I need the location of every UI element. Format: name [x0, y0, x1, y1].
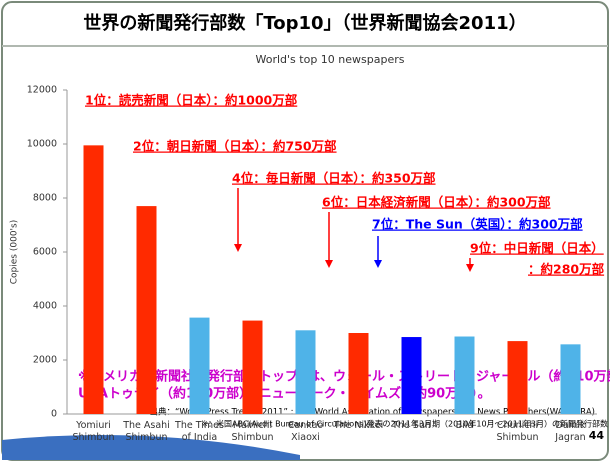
page-number: 44: [589, 429, 605, 442]
y-tick-label: 2000: [33, 355, 57, 366]
chart-title: World's top 10 newspapers: [256, 53, 405, 66]
annotation: ：約280万部: [528, 262, 605, 277]
arrow-head: [374, 260, 382, 268]
bar: [507, 341, 528, 414]
annotation: 4位：毎日新聞（日本）：約350万部: [232, 171, 436, 186]
arrow-head: [466, 264, 474, 272]
bar: [83, 145, 104, 414]
source: 出典：“World Press Trends 2011” : The World…: [149, 407, 595, 418]
bar: [242, 320, 263, 414]
note: USAトゥデイ（約180万部）、ニューヨーク・タイムズ（約90万部）。: [78, 386, 491, 402]
y-tick-label: 12000: [27, 85, 57, 96]
footnote: ※：米国ABC(Audit Bureau of Circulations)発表の…: [201, 419, 608, 429]
x-tick-label: The Times of India: [175, 420, 224, 443]
bar: [189, 317, 210, 414]
decor-swoosh: [2, 435, 300, 460]
x-tick-label: The Asahi Shimbun: [123, 420, 170, 443]
x-tick-label: Cankao Xiaoxi: [287, 420, 324, 443]
bar: [560, 344, 581, 414]
bar: [295, 330, 316, 414]
bar: [348, 333, 369, 414]
y-tick-label: 8000: [33, 193, 57, 204]
bar: [454, 336, 475, 414]
slide-title: 世界の新聞発行部数「Top10」（世界新聞協会2011）: [83, 12, 526, 34]
annotation: 1位：読売新聞（日本）：約1000万部: [85, 93, 298, 108]
x-tick-label: Dainik Jagran: [555, 420, 586, 443]
y-axis-label: Copies (000's): [10, 220, 20, 284]
note: ※アメリカの新聞社で発行部数トップ3は、ウォール・ストリート・ジャーナル（約21…: [78, 369, 610, 385]
x-tick-label: The Sun: [392, 420, 431, 431]
x-tick-label: Yomiuri Shimbun: [72, 420, 115, 443]
y-tick-label: 4000: [33, 301, 57, 312]
annotation: 6位：日本経済新聞（日本）：約300万部: [322, 195, 551, 210]
annotation: 9位：中日新聞（日本）: [470, 241, 604, 256]
x-tick-label: Mainichi Shimbun: [231, 420, 274, 443]
annotation: 2位：朝日新聞（日本）：約750万部: [133, 139, 337, 154]
x-tick-label: Bild: [455, 420, 474, 431]
bar: [401, 337, 422, 414]
x-tick-label: Chunichi Shimbun: [496, 420, 539, 443]
y-tick-label: 10000: [27, 139, 57, 150]
arrow-head: [325, 260, 333, 268]
y-tick-label: 6000: [33, 247, 57, 258]
arrow-head: [234, 244, 242, 252]
bar: [136, 206, 157, 414]
x-tick-label: The Nikkei: [333, 420, 384, 431]
annotation: 7位：The Sun（英国）：約300万部: [372, 217, 583, 232]
y-tick-label: 0: [51, 409, 57, 420]
